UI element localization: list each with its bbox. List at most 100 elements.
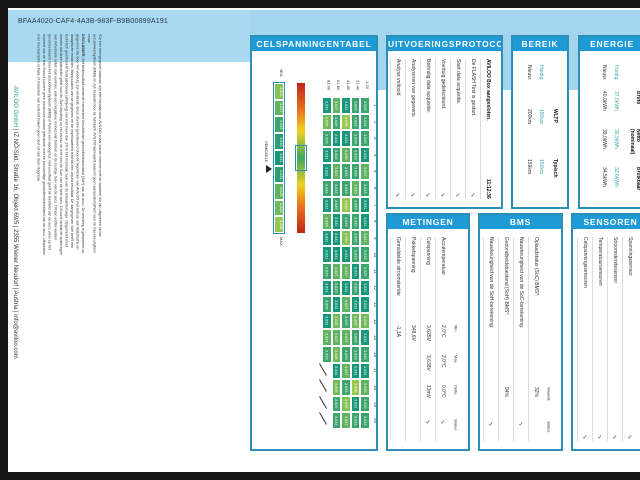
bms-table: Waarde Status Oplaadstatus (SoC) BMS*: 32% N… [483, 237, 555, 441]
column-header: Delta [453, 385, 459, 395]
cell-voltage: 3.629 [350, 329, 361, 346]
sensors-panel: SENSOREN Spanningssensor ✓ Stroomsterktese… [571, 213, 640, 451]
cell-voltage: 3.631 [322, 163, 332, 180]
table-row: Huidig: 37,0kWh 36,9kWh 32,6kWh [610, 65, 622, 199]
row-range-label: 41-60 [345, 79, 351, 91]
cell-voltage: 3.631 [341, 97, 351, 114]
cell-voltage: 3.631 [322, 312, 332, 330]
protocol-item-text: De FLASH Test is gestart. [470, 59, 476, 117]
legend-box [273, 82, 285, 234]
empty-cell-slash [319, 395, 327, 409]
sensor-item: Temperatuursensoren ✓ [592, 237, 607, 441]
cell-voltage: 3.629 [322, 296, 332, 313]
deviation-gradient-bar [297, 83, 305, 233]
cell-voltage: 3.627 [341, 412, 351, 429]
cell-voltage: 3.626 [322, 113, 332, 131]
legend-value: 3.627 [274, 99, 284, 117]
checkmark-icon: ✓ [424, 192, 431, 199]
sensor-name: Spanningssensor [627, 237, 633, 276]
cell-voltage: 3.629 [341, 312, 351, 330]
table-header-row: Waarde Status [543, 237, 555, 441]
cell-voltage: 3.631 [322, 246, 332, 263]
cell-voltage: 3.631 [360, 329, 370, 346]
row-range-label: 1-20 [364, 80, 370, 89]
company-address: | IZ NÖ-Süd, Straße 16, Objekt 69/5 | 23… [12, 126, 18, 359]
cell-voltage: 3.627 [331, 163, 342, 180]
column-header: Bruto [635, 91, 640, 105]
cell-value: 3,625V [425, 325, 431, 341]
cell-voltage: 3.633 [331, 412, 342, 429]
column-number: 19 [373, 401, 378, 407]
cell-table-title: CELSPANNINGENTABEL [252, 37, 376, 51]
cell-voltage: 3.631 [322, 196, 332, 214]
cell-voltage: 3.625 [341, 229, 351, 247]
column-number: 18 [373, 384, 378, 390]
energy-panel: ENERGIE Bruto Netto (nominaal) Bruikbaar Hu… [578, 35, 640, 209]
cell-voltage: 3.633 [350, 113, 361, 131]
row-label: Pakketspanning [410, 237, 416, 273]
column-number: 1 [373, 104, 378, 107]
row-range-label: 21-40 [355, 79, 361, 91]
cell-voltage: 3.629 [331, 113, 342, 131]
cell-voltage: 3.627 [341, 362, 351, 380]
column-number: 20 [373, 418, 378, 424]
cell-voltage: 3.627 [341, 296, 351, 313]
cell-voltage: 3.631 [322, 279, 332, 297]
cell-voltage: 3.633 [331, 146, 342, 164]
checkmark-icon: ✓ [394, 192, 401, 199]
cell-voltage: 3.631 [350, 263, 361, 280]
cell-voltage: 3.629 [360, 395, 370, 413]
cell-voltage: 3.633 [360, 412, 370, 429]
cell-value: 348,6V [410, 325, 416, 341]
column-header: WLTP [552, 109, 558, 123]
cell-value: 3,638V [425, 355, 431, 371]
cell-voltage: 3.625 [341, 395, 351, 413]
row-range-label: 81-96 [326, 79, 332, 91]
cell-value: 32% [533, 387, 539, 398]
protocol-item: Start data acquisitie. ✓ [450, 59, 465, 199]
measurements-panel: METINGEN Min. Max. Delta Status Accutemperat… [386, 213, 470, 451]
cell-voltage: 3.633 [360, 180, 370, 197]
checkmark-icon: ✓ [439, 192, 446, 199]
cell-voltage: 3.633 [322, 346, 332, 363]
sensors-title: SENSOREN [573, 215, 640, 229]
protocol-item: Analyseren van gegevens. ✓ [405, 59, 420, 199]
column-header: Status [546, 421, 552, 433]
column-number: 10 [373, 252, 378, 258]
cell-voltage: 3.627 [331, 97, 342, 114]
cell-voltage: 3.635 [341, 146, 351, 164]
sensor-name: Stroomsterktesensor [612, 237, 618, 284]
cell-value: 180km [538, 109, 544, 125]
cell-voltage: 3.631 [341, 246, 351, 263]
protocol-item-text: Start data acquisitie. [455, 59, 461, 105]
row-label: Gezondheidstoestand (SoH) BMS*: [503, 237, 509, 316]
row-label: Celspanning [425, 237, 431, 265]
checkmark-icon: ✓ [611, 434, 618, 441]
sensor-item: Spanningssensor ✓ [622, 237, 637, 441]
cell-voltage: 3.631 [350, 296, 361, 313]
cell-value: 159km [526, 159, 532, 175]
protocol-item: AVILOO Box aangesloten. 11:12:36 [480, 59, 495, 199]
checkmark-icon: ✓ [626, 434, 633, 441]
cell-voltage: 3.633 [350, 279, 361, 297]
sensor-item: Stroomsterktesensor ✓ [607, 237, 622, 441]
column-header: Bruikbaar [635, 167, 640, 191]
cell-voltage: 3.629 [331, 279, 342, 297]
disclaimer-label: DISCLAIMER: [81, 34, 86, 58]
cell-value: 39,0kWh [601, 129, 607, 149]
cell-voltage: 3.638 [341, 196, 351, 214]
cell-voltage: 3.626 [360, 312, 370, 330]
column-header: Typisch [552, 159, 558, 178]
cell-voltage: 3.629 [360, 130, 370, 147]
range-title: BEREIK [513, 37, 567, 51]
cell-voltage-table: 1 2 3 4 5 6 7 8 9 10 11 12 13 14 15 16 17 18 19 20 1-20 3.629… [252, 37, 376, 449]
cell-voltage: 3.631 [341, 130, 351, 147]
column-header: Min. [453, 325, 459, 333]
cell-voltage: 3.633 [341, 180, 351, 197]
cell-voltage: 3.629 [331, 395, 342, 413]
cell-voltage: 3.629 [350, 229, 361, 247]
sensors-list: Spanningssensor ✓ Stroomsterktesensor ✓ Temp… [577, 237, 637, 441]
table-header-row: Bruto Netto (nominaal) Bruikbaar [622, 65, 640, 199]
cell-voltage: 3.629 [350, 163, 361, 180]
cell-voltage: 3.631 [331, 130, 342, 147]
